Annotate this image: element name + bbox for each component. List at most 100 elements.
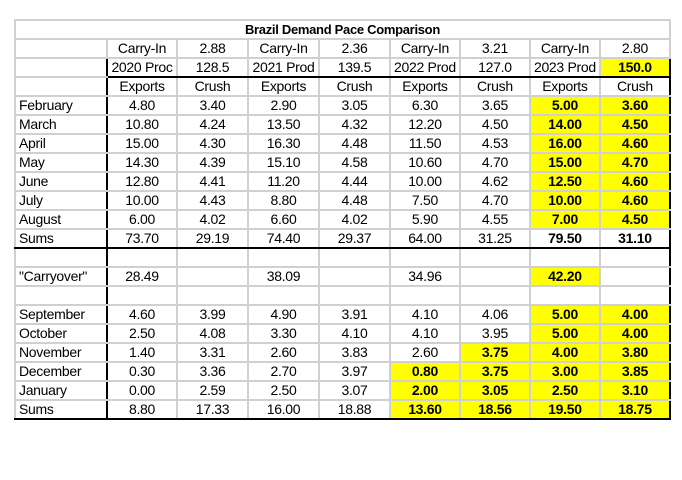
cell[interactable]: 3.05 — [458, 380, 531, 401]
cell[interactable]: 3.36 — [176, 361, 249, 382]
cell[interactable] — [318, 266, 391, 287]
cell[interactable]: 4.24 — [176, 114, 249, 135]
row-label[interactable]: "Carryover" — [14, 266, 108, 287]
cell[interactable]: 79.50 — [528, 228, 601, 249]
cell[interactable]: 2.50 — [106, 323, 178, 344]
cell[interactable]: 128.5 — [176, 57, 249, 78]
cell[interactable]: 0.80 — [389, 361, 461, 382]
cell[interactable]: 2.59 — [176, 380, 249, 401]
cell[interactable]: Carry-In — [247, 38, 320, 59]
cell[interactable]: 19.50 — [528, 399, 601, 420]
cell[interactable]: Exports — [389, 76, 461, 97]
cell[interactable]: 4.30 — [176, 133, 249, 154]
cell[interactable]: 18.75 — [598, 399, 671, 420]
row-label[interactable]: December — [14, 361, 108, 382]
cell[interactable] — [176, 285, 249, 306]
row-label[interactable]: February — [14, 95, 108, 116]
cell[interactable]: 3.07 — [318, 380, 391, 401]
cell[interactable]: 15.10 — [247, 152, 320, 173]
row-label[interactable]: April — [14, 133, 108, 154]
cell[interactable]: 4.02 — [176, 209, 249, 230]
cell[interactable]: 4.70 — [598, 152, 671, 173]
cell[interactable]: 4.00 — [598, 304, 671, 325]
cell[interactable]: 4.50 — [598, 209, 671, 230]
cell[interactable]: 29.19 — [176, 228, 249, 249]
row-label[interactable]: November — [14, 342, 108, 363]
row-label[interactable]: September — [14, 304, 108, 325]
cell[interactable]: Carry-In — [528, 38, 601, 59]
cell[interactable]: 4.10 — [389, 304, 461, 325]
cell[interactable]: 5.00 — [528, 95, 601, 116]
cell[interactable]: 3.40 — [176, 95, 249, 116]
cell[interactable]: 4.53 — [458, 133, 531, 154]
cell[interactable] — [247, 285, 320, 306]
cell[interactable]: 4.43 — [176, 190, 249, 211]
table-title[interactable]: Brazil Demand Pace Comparison — [14, 19, 671, 40]
cell[interactable]: 31.10 — [598, 228, 671, 249]
cell[interactable]: 3.65 — [458, 95, 531, 116]
cell[interactable]: 14.00 — [528, 114, 601, 135]
cell[interactable]: 7.00 — [528, 209, 601, 230]
cell[interactable]: 10.00 — [528, 190, 601, 211]
cell[interactable] — [528, 247, 601, 268]
row-label[interactable]: July — [14, 190, 108, 211]
cell[interactable]: Crush — [458, 76, 531, 97]
cell[interactable] — [389, 285, 461, 306]
cell[interactable]: 4.32 — [318, 114, 391, 135]
cell[interactable]: 4.10 — [389, 323, 461, 344]
cell[interactable]: 4.50 — [598, 114, 671, 135]
cell[interactable]: 10.00 — [389, 171, 461, 192]
row-label[interactable] — [14, 285, 108, 306]
cell[interactable]: 3.30 — [247, 323, 320, 344]
row-label[interactable] — [14, 38, 108, 59]
cell[interactable]: Exports — [247, 76, 320, 97]
row-label[interactable]: October — [14, 323, 108, 344]
cell[interactable]: 2.80 — [598, 38, 671, 59]
cell[interactable]: 4.48 — [318, 133, 391, 154]
cell[interactable]: 2.60 — [389, 342, 461, 363]
cell[interactable]: 4.41 — [176, 171, 249, 192]
row-label[interactable] — [14, 247, 108, 268]
cell[interactable]: Exports — [106, 76, 178, 97]
row-label[interactable]: June — [14, 171, 108, 192]
cell[interactable] — [458, 266, 531, 287]
cell[interactable]: 4.60 — [598, 133, 671, 154]
cell[interactable]: 127.0 — [458, 57, 531, 78]
cell[interactable] — [318, 247, 391, 268]
cell[interactable] — [176, 247, 249, 268]
cell[interactable]: 10.60 — [389, 152, 461, 173]
cell[interactable]: 11.20 — [247, 171, 320, 192]
cell[interactable]: Crush — [176, 76, 249, 97]
cell[interactable] — [598, 266, 671, 287]
cell[interactable]: Crush — [598, 76, 671, 97]
cell[interactable]: 0.00 — [106, 380, 178, 401]
cell[interactable]: 3.75 — [458, 342, 531, 363]
cell[interactable] — [458, 247, 531, 268]
cell[interactable]: 2.36 — [318, 38, 391, 59]
row-label[interactable]: Sums — [14, 228, 108, 249]
cell[interactable]: 18.56 — [458, 399, 531, 420]
cell[interactable]: 16.00 — [528, 133, 601, 154]
cell[interactable]: 0.30 — [106, 361, 178, 382]
cell[interactable]: 3.83 — [318, 342, 391, 363]
row-label[interactable]: March — [14, 114, 108, 135]
cell[interactable]: 13.60 — [389, 399, 461, 420]
cell[interactable] — [598, 285, 671, 306]
cell[interactable]: 3.10 — [598, 380, 671, 401]
cell[interactable]: 4.10 — [318, 323, 391, 344]
cell[interactable]: 2.50 — [528, 380, 601, 401]
cell[interactable] — [389, 247, 461, 268]
cell[interactable]: 34.96 — [389, 266, 461, 287]
cell[interactable]: 2.50 — [247, 380, 320, 401]
cell[interactable] — [106, 285, 178, 306]
cell[interactable]: 12.80 — [106, 171, 178, 192]
cell[interactable] — [318, 285, 391, 306]
cell[interactable]: 6.00 — [106, 209, 178, 230]
cell[interactable]: 3.95 — [458, 323, 531, 344]
cell[interactable]: 4.08 — [176, 323, 249, 344]
cell[interactable]: 150.0 — [598, 57, 671, 78]
cell[interactable]: 16.00 — [247, 399, 320, 420]
cell[interactable]: 4.50 — [458, 114, 531, 135]
cell[interactable] — [458, 285, 531, 306]
cell[interactable]: 12.20 — [389, 114, 461, 135]
